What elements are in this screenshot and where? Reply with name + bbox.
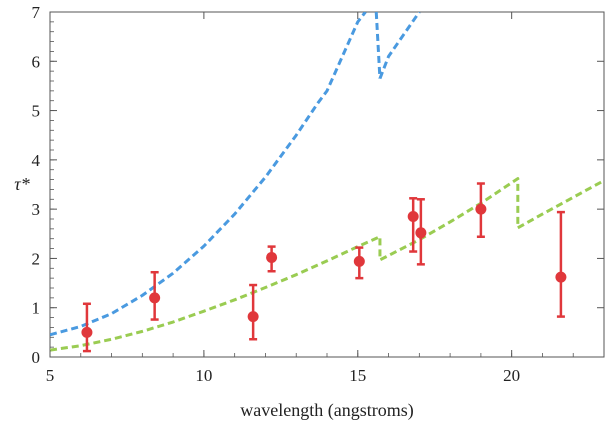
curve-0-segment-1 — [374, 12, 382, 79]
x-axis-title: wavelength (angstroms) — [240, 400, 413, 421]
y-tick-label: 3 — [32, 200, 41, 219]
curve-0-segment-0 — [50, 12, 367, 337]
point-marker — [81, 326, 93, 338]
y-tick-label: 1 — [32, 299, 41, 318]
x-tick-label: 10 — [195, 366, 212, 385]
x-tick-label: 20 — [503, 366, 520, 385]
y-tick-label: 6 — [32, 52, 41, 71]
data-point-1 — [149, 270, 161, 321]
point-marker — [149, 292, 161, 304]
y-tick-label: 0 — [32, 348, 41, 367]
data-point-7 — [475, 182, 487, 238]
data-points — [81, 182, 567, 353]
y-tick-label: 5 — [32, 102, 41, 121]
y-tick-label: 2 — [32, 249, 41, 268]
data-point-2 — [247, 283, 259, 341]
point-marker — [555, 271, 567, 283]
point-marker — [475, 203, 487, 215]
y-tick-label: 7 — [32, 3, 41, 22]
data-point-0 — [81, 302, 93, 353]
y-axis-title: τ* — [14, 174, 29, 194]
point-marker — [353, 255, 365, 267]
curve-1-segment-0 — [50, 177, 604, 352]
model-curves — [50, 12, 604, 352]
data-point-4 — [353, 246, 365, 280]
curve-0-segment-2 — [378, 12, 421, 80]
point-marker — [247, 311, 259, 323]
x-tick-label: 5 — [46, 366, 55, 385]
point-marker — [415, 227, 427, 239]
plot-frame — [49, 11, 605, 358]
data-point-5 — [407, 197, 419, 253]
point-marker — [266, 251, 278, 263]
point-marker — [407, 211, 419, 223]
y-tick-label: 4 — [32, 151, 41, 170]
x-tick-label: 15 — [349, 366, 366, 385]
axis-ticks: 0 1 2 3 4 5 6 7 5 10 15 20 — [32, 3, 605, 385]
data-point-8 — [555, 210, 567, 318]
data-point-3 — [266, 245, 278, 273]
data-point-6 — [415, 198, 427, 266]
